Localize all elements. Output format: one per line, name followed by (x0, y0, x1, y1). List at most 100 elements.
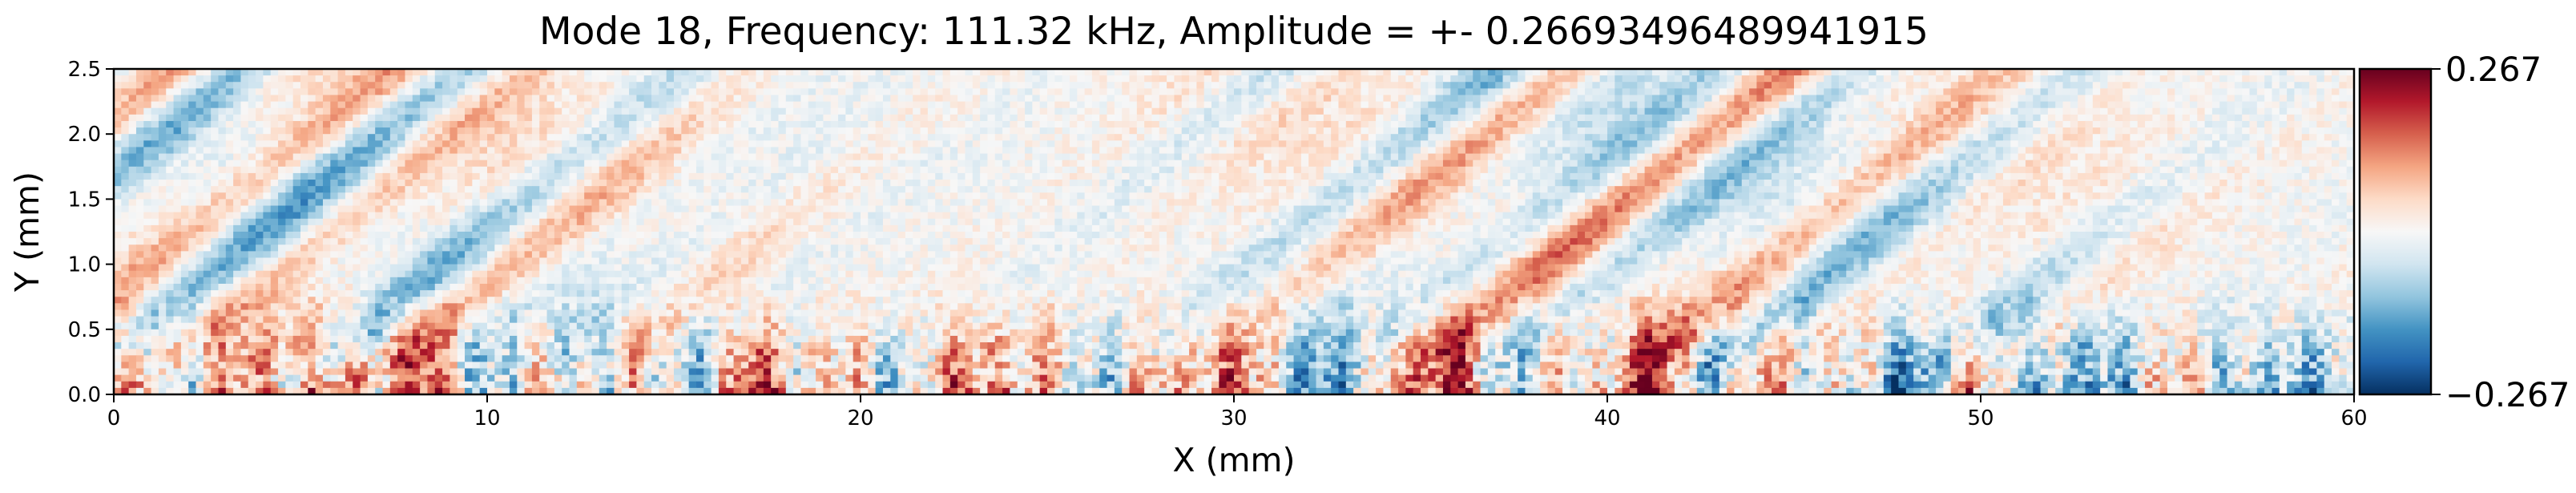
heatmap-cell (353, 88, 361, 96)
heatmap-cell (935, 127, 944, 135)
heatmap-cell (1338, 147, 1347, 155)
heatmap-cell (1398, 127, 1406, 135)
heatmap-cell (1816, 160, 1824, 168)
heatmap-cell (1122, 134, 1131, 141)
heatmap-cell (292, 140, 301, 148)
heatmap-cell (778, 172, 787, 180)
heatmap-cell (166, 172, 175, 180)
heatmap-cell (1988, 82, 1997, 89)
heatmap-cell (1644, 134, 1653, 141)
heatmap-cell (688, 140, 697, 148)
heatmap-cell (1136, 95, 1145, 103)
heatmap-cell (158, 153, 167, 161)
heatmap-cell (591, 75, 600, 83)
heatmap-cell (1278, 120, 1287, 128)
heatmap-cell (1607, 75, 1615, 83)
heatmap-cell (2301, 107, 2310, 115)
heatmap-cell (681, 172, 690, 180)
heatmap-cell (2055, 88, 2064, 96)
heatmap-cell (1032, 134, 1041, 141)
heatmap-cell (1241, 114, 1250, 122)
heatmap-cell (166, 147, 175, 155)
heatmap-cell (1936, 107, 1944, 115)
heatmap-cell (636, 69, 645, 76)
heatmap-cell (143, 153, 152, 161)
heatmap-cell (920, 101, 929, 109)
heatmap-cell (800, 166, 809, 174)
heatmap-cell (367, 134, 376, 141)
heatmap-cell (1487, 101, 1496, 109)
heatmap-cell (1607, 134, 1615, 141)
heatmap-cell (793, 101, 802, 109)
heatmap-cell (1039, 134, 1048, 141)
heatmap-cell (263, 134, 272, 141)
heatmap-cell (211, 166, 220, 174)
heatmap-cell (353, 147, 361, 155)
heatmap-cell (1696, 107, 1705, 115)
heatmap-cell (1547, 107, 1556, 115)
heatmap-cell (920, 69, 929, 76)
heatmap-cell (143, 120, 152, 128)
heatmap-cell (913, 114, 921, 122)
heatmap-cell (240, 69, 249, 76)
heatmap-cell (695, 88, 704, 96)
heatmap-cell (1682, 95, 1691, 103)
heatmap-cell (1772, 88, 1780, 96)
heatmap-cell (1054, 153, 1063, 161)
heatmap-cell (1562, 69, 1570, 76)
heatmap-cell (756, 107, 764, 115)
heatmap-cell (487, 153, 495, 161)
heatmap-cell (1794, 107, 1802, 115)
heatmap-cell (1271, 127, 1280, 135)
heatmap-cell (2309, 147, 2317, 155)
heatmap-cell (434, 134, 443, 141)
heatmap-cell (2085, 95, 2094, 103)
heatmap-cell (2114, 160, 2123, 168)
heatmap-cell (2025, 82, 2034, 89)
heatmap-cell (1167, 166, 1175, 174)
heatmap-cell (479, 75, 488, 83)
heatmap-cell (1577, 69, 1586, 76)
heatmap-cell (173, 140, 182, 148)
heatmap-cell (949, 120, 958, 128)
heatmap-cell (1353, 166, 1362, 174)
heatmap-cell (353, 166, 361, 174)
heatmap-cell (1846, 134, 1855, 141)
heatmap-cell (1039, 153, 1048, 161)
heatmap-cell (666, 153, 675, 161)
heatmap-cell (1995, 120, 2004, 128)
heatmap-cell (1727, 166, 1735, 174)
heatmap-cell (576, 107, 585, 115)
heatmap-cell (353, 101, 361, 109)
heatmap-cell (1764, 166, 1772, 174)
heatmap-cell (1921, 153, 1929, 161)
heatmap-cell (1599, 160, 1608, 168)
heatmap-cell (1592, 95, 1601, 103)
heatmap-cell (1756, 120, 1765, 128)
heatmap-cell (1091, 172, 1100, 180)
heatmap-cell (1129, 107, 1138, 115)
heatmap-cell (1480, 107, 1489, 115)
heatmap-cell (2175, 147, 2183, 155)
heatmap-cell (2309, 101, 2317, 109)
heatmap-cell (412, 95, 421, 103)
heatmap-cell (1189, 120, 1197, 128)
heatmap-cell (718, 101, 727, 109)
heatmap-cell (375, 153, 384, 161)
heatmap-cell (1891, 114, 1900, 122)
heatmap-cell (1203, 153, 1212, 161)
heatmap-cell (1808, 160, 1817, 168)
heatmap-cell (920, 166, 929, 174)
heatmap-cell (1129, 88, 1138, 96)
heatmap-cell (1502, 120, 1511, 128)
heatmap-cell (1562, 82, 1570, 89)
heatmap-cell (1413, 172, 1421, 180)
heatmap-cell (2227, 88, 2235, 96)
heatmap-cell (1898, 95, 1907, 103)
heatmap-cell (330, 69, 339, 76)
heatmap-cell (2152, 166, 2161, 174)
heatmap-cell (2279, 82, 2288, 89)
heatmap-cell (913, 147, 921, 155)
heatmap-cell (748, 166, 757, 174)
heatmap-cell (2159, 153, 2168, 161)
